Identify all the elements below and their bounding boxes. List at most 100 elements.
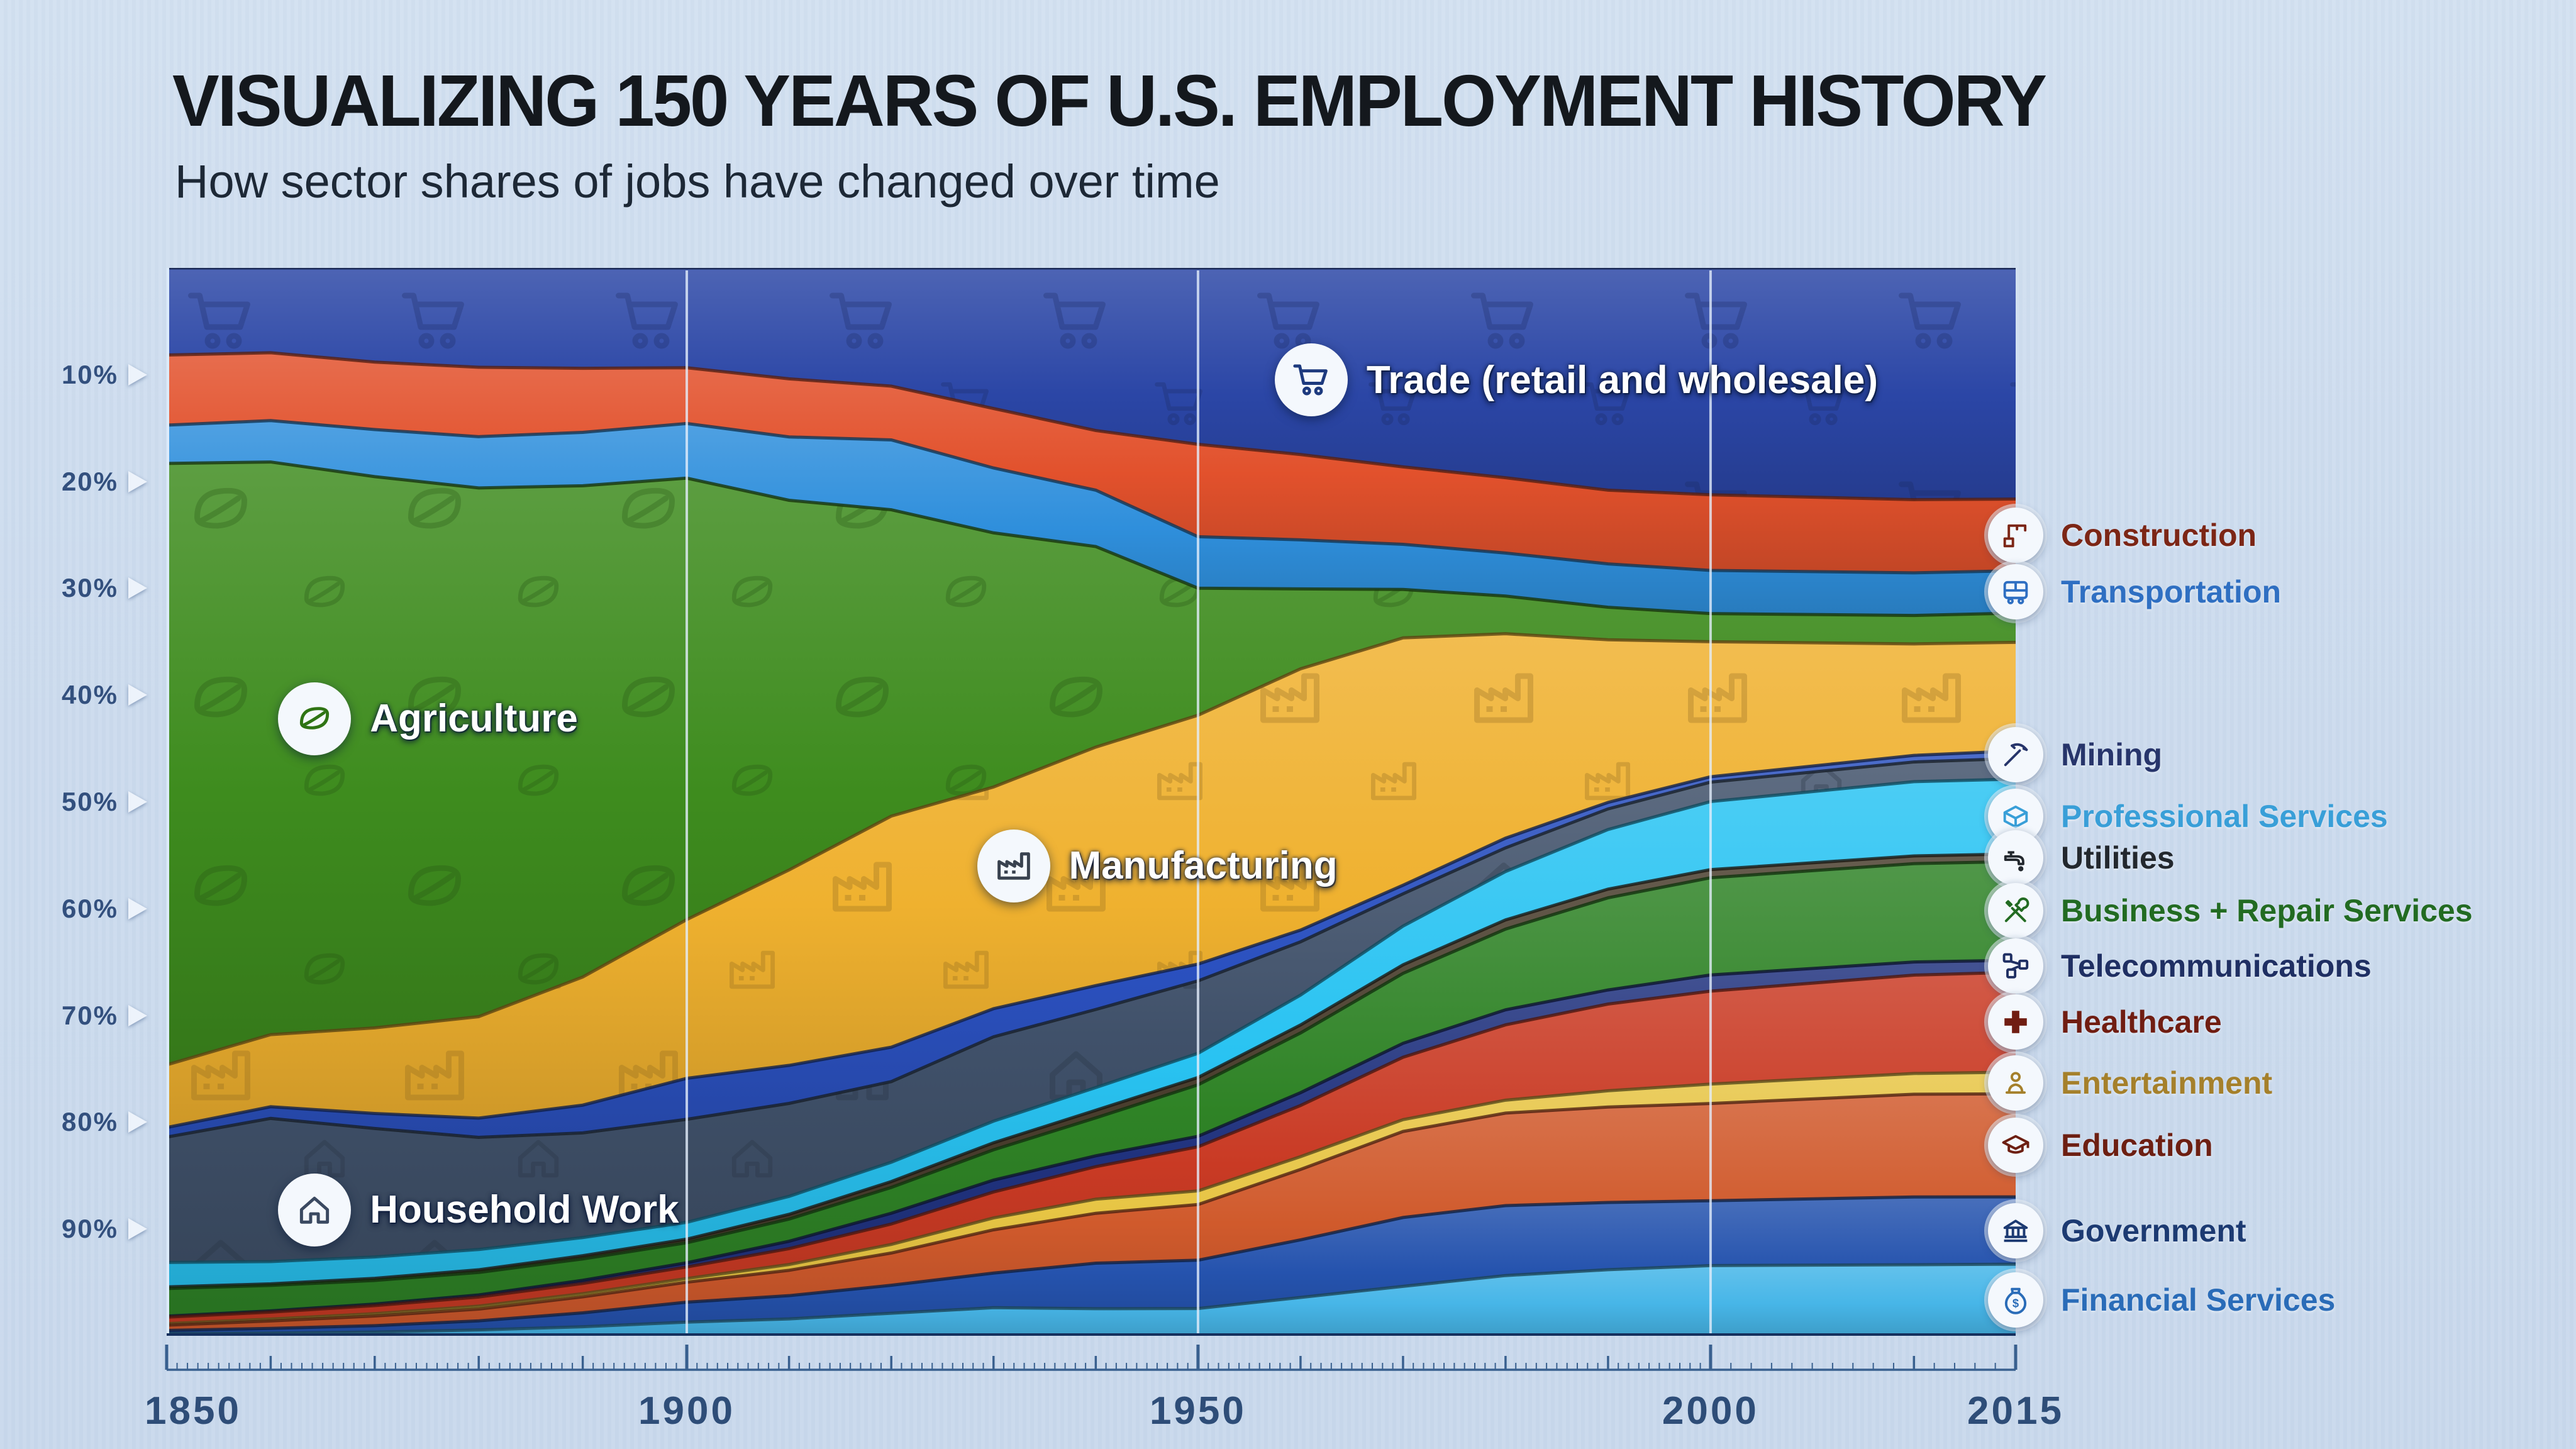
x-label-2015: 2015 xyxy=(1967,1389,2064,1433)
legend-item-healthcare: Healthcare xyxy=(1988,994,2222,1050)
legend-item-business-repair-services: Business + Repair Services xyxy=(1988,883,2473,939)
y-tick-70pct: 70% xyxy=(11,997,147,1035)
legend-label: Entertainment xyxy=(2061,1065,2273,1101)
band-edge xyxy=(167,777,2016,1264)
y-tick-label: 70% xyxy=(61,1000,118,1030)
y-tick-30pct: 30% xyxy=(11,569,147,607)
y-tick-60pct: 60% xyxy=(11,890,147,928)
band-pattern-trade-retail-and-wholesale xyxy=(167,268,2016,500)
x-label-1900: 1900 xyxy=(638,1389,735,1433)
band-professional-services xyxy=(167,779,2016,1287)
y-tick-label: 10% xyxy=(61,359,118,389)
band-education xyxy=(167,1094,2016,1331)
legend-label: Education xyxy=(2061,1128,2213,1163)
y-tick-label: 90% xyxy=(61,1214,118,1244)
band-edge xyxy=(167,749,2016,1130)
annotation-label: Household Work xyxy=(370,1188,679,1232)
employment-stacked-area-chart xyxy=(167,268,2016,1336)
band-healthcare xyxy=(167,972,2016,1324)
gradcap-icon xyxy=(1988,1118,2043,1174)
house-icon xyxy=(278,1173,352,1246)
band-edge xyxy=(167,1070,2016,1326)
band-pattern-agriculture xyxy=(167,462,2016,1065)
legend-item-transportation: Transportation xyxy=(1988,564,2282,620)
legend-label: Utilities xyxy=(2061,840,2175,875)
legend-item-financial-services: Financial Services xyxy=(1988,1272,2335,1328)
factory-icon xyxy=(977,829,1050,902)
y-tick-40pct: 40% xyxy=(11,676,147,714)
x-label-1950: 1950 xyxy=(1149,1389,1246,1433)
legend-item-education: Education xyxy=(1988,1118,2213,1174)
y-tick-label: 30% xyxy=(61,573,118,603)
annotation-label: Trade (retail and wholesale) xyxy=(1366,358,1879,402)
annotation-manufacturing: Manufacturing xyxy=(977,829,1338,902)
legend-label: Mining xyxy=(2061,736,2163,772)
y-tick-arrow-icon xyxy=(128,470,147,492)
y-tick-label: 40% xyxy=(61,680,118,710)
band-edge xyxy=(167,419,2016,575)
band-government xyxy=(167,1197,2016,1334)
y-tick-arrow-icon xyxy=(128,1218,147,1240)
faucet-icon xyxy=(1988,830,2043,886)
legend-label: Construction xyxy=(2061,517,2257,553)
band-edge xyxy=(167,632,2016,1067)
crane-icon xyxy=(1988,507,2043,563)
page-title: VISUALIZING 150 YEARS OF U.S. EMPLOYMENT… xyxy=(172,60,2047,142)
pawn-icon xyxy=(1988,1055,2043,1111)
legend-item-telecommunications: Telecommunications xyxy=(1988,938,2372,994)
y-tick-20pct: 20% xyxy=(11,463,147,501)
y-tick-80pct: 80% xyxy=(11,1103,147,1141)
y-tick-label: 50% xyxy=(61,787,118,816)
band-construction xyxy=(167,352,2016,573)
legend-item-entertainment: Entertainment xyxy=(1988,1055,2272,1111)
band-edge xyxy=(167,1092,2016,1327)
band-transportation xyxy=(167,420,2016,616)
cross-icon xyxy=(1988,994,2043,1050)
legend-label: Telecommunications xyxy=(2061,948,2372,984)
legend-label: Business + Repair Services xyxy=(2061,893,2473,929)
y-tick-50pct: 50% xyxy=(11,783,147,821)
legend-label: Financial Services xyxy=(2061,1282,2336,1318)
legend-label: Transportation xyxy=(2061,574,2282,610)
band-edge xyxy=(167,852,2016,1289)
band-edge xyxy=(167,460,2016,618)
legend-item-government: Government xyxy=(1988,1202,2246,1258)
bank-icon xyxy=(1988,1202,2043,1258)
legend-label: Healthcare xyxy=(2061,1004,2222,1040)
wheat-icon xyxy=(278,682,352,755)
band-pattern-household-work xyxy=(167,758,2016,1263)
legend-item-utilities: Utilities xyxy=(1988,830,2175,886)
annotation-agriculture: Agriculture xyxy=(278,682,578,755)
band-financial-services xyxy=(167,1264,2016,1336)
annotation-trade-retail-and-wholesale: Trade (retail and wholesale) xyxy=(1274,343,1879,417)
moneybag-icon xyxy=(1988,1272,2043,1328)
legend-label: Professional Services xyxy=(2061,799,2388,835)
y-tick-90pct: 90% xyxy=(11,1210,147,1248)
pickaxe-icon xyxy=(1988,726,2043,782)
band-edge xyxy=(167,860,2016,1291)
band-pattern-manufacturing xyxy=(167,633,2016,1128)
y-tick-label: 80% xyxy=(61,1107,118,1137)
network-icon xyxy=(1988,938,2043,994)
band-edge xyxy=(167,1262,2016,1336)
y-tick-arrow-icon xyxy=(128,897,147,919)
y-tick-label: 20% xyxy=(61,466,118,496)
bus-icon xyxy=(1988,564,2043,620)
x-label-1850: 1850 xyxy=(145,1389,242,1433)
y-tick-arrow-icon xyxy=(128,577,147,599)
annotation-label: Agriculture xyxy=(370,697,578,741)
band-edge xyxy=(167,1195,2016,1333)
tools-icon xyxy=(1988,883,2043,939)
y-tick-10pct: 10% xyxy=(11,356,147,394)
band-edge xyxy=(167,958,2016,1318)
y-tick-arrow-icon xyxy=(128,1111,147,1133)
cart-icon xyxy=(1274,343,1348,417)
x-axis xyxy=(165,1345,2018,1371)
y-tick-label: 60% xyxy=(61,893,118,923)
legend-item-construction: Construction xyxy=(1988,507,2257,563)
x-label-2000: 2000 xyxy=(1662,1389,1759,1433)
legend-label: Government xyxy=(2061,1213,2246,1248)
legend-item-mining: Mining xyxy=(1988,726,2163,782)
y-tick-arrow-icon xyxy=(128,791,147,813)
page-subtitle: How sector shares of jobs have changed o… xyxy=(175,155,1220,208)
